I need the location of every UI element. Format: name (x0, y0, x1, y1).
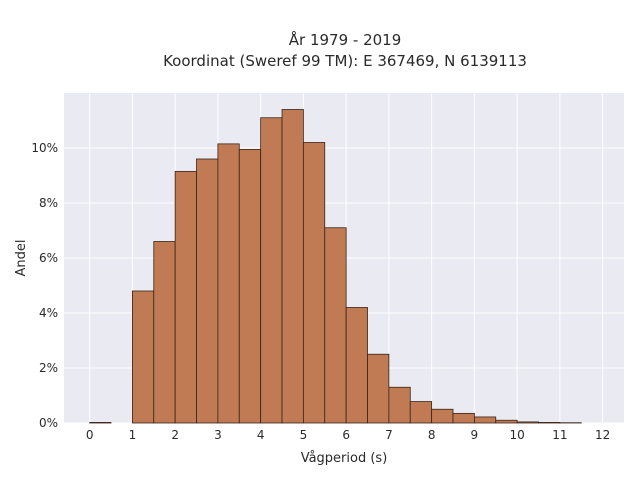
bar-9 (302, 142, 326, 424)
y-tick-label-1: 2% (39, 361, 58, 375)
x-axis-ticks: 0 1 2 3 4 5 6 7 8 9 10 11 12 (86, 428, 610, 442)
y-tick-label-3: 6% (39, 251, 58, 265)
bar-13 (388, 386, 411, 424)
x-tick-label-5: 5 (300, 428, 308, 442)
bar-12 (367, 353, 390, 424)
bar-6 (238, 148, 262, 424)
y-tick-label-0: 0% (39, 416, 58, 430)
bar-20 (538, 422, 561, 424)
x-tick-label-6: 6 (342, 428, 350, 442)
x-tick-label-8: 8 (428, 428, 436, 442)
y-tick-label-4: 8% (39, 196, 58, 210)
bar-1 (131, 290, 155, 424)
bar-15 (431, 408, 454, 424)
y-tick-label-2: 4% (39, 306, 58, 320)
y-axis-ticks: 0% 2% 4% 6% 8% 10% (31, 141, 58, 430)
x-tick-label-9: 9 (471, 428, 479, 442)
chart-title-line-2: Koordinat (Sweref 99 TM): E 367469, N 61… (163, 52, 527, 70)
x-tick-label-7: 7 (385, 428, 393, 442)
chart-title-line-1: År 1979 - 2019 (289, 30, 402, 49)
x-tick-label-11: 11 (552, 428, 567, 442)
x-tick-label-1: 1 (129, 428, 137, 442)
x-tick-label-3: 3 (214, 428, 222, 442)
bar-17 (473, 416, 497, 424)
bar-11 (345, 307, 368, 424)
x-tick-label-4: 4 (257, 428, 265, 442)
x-axis-label: Vågperiod (s) (301, 451, 388, 466)
bar-4 (196, 158, 219, 424)
bar-0 (89, 422, 112, 424)
bar-2 (153, 241, 176, 424)
x-tick-label-0: 0 (86, 428, 94, 442)
bar-19 (516, 421, 539, 424)
y-axis-label: Andel (14, 240, 29, 277)
bar-3 (174, 170, 197, 424)
bar-18 (495, 419, 518, 424)
bar-7 (260, 117, 283, 424)
bar-14 (409, 401, 433, 424)
bar-8 (281, 109, 304, 424)
x-tick-label-2: 2 (171, 428, 179, 442)
y-tick-label-5: 10% (31, 141, 58, 155)
x-tick-label-12: 12 (595, 428, 610, 442)
bar-16 (452, 412, 475, 424)
bars (89, 109, 582, 424)
bar-10 (324, 227, 347, 424)
x-tick-label-10: 10 (509, 428, 524, 442)
bar-5 (217, 143, 240, 424)
